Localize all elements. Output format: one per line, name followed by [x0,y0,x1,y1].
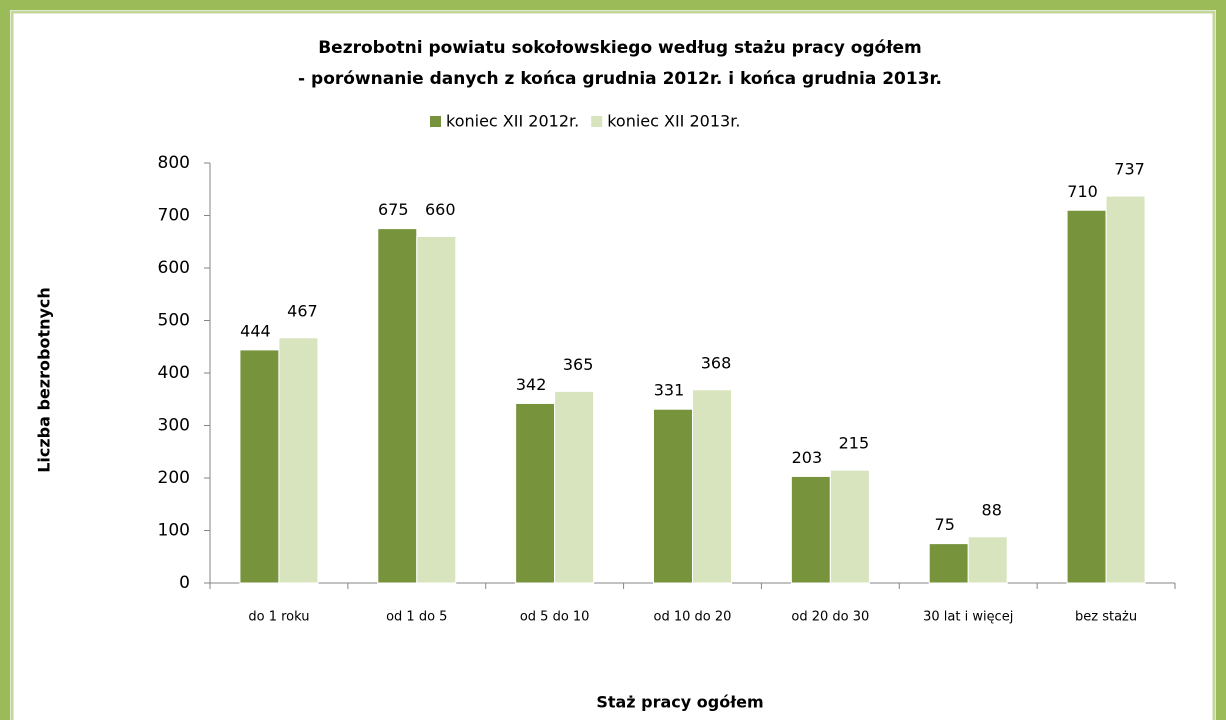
legend-label: koniec XII 2012r. [446,112,579,131]
bar [416,236,457,584]
data-label: 737 [1114,160,1145,179]
bar [790,475,831,584]
data-label: 710 [1067,182,1098,201]
x-tick-label: bez stażu [1075,610,1137,625]
data-label: 467 [287,301,318,320]
data-label: 215 [839,434,870,453]
y-tick-label: 600 [158,258,190,278]
legend-swatch [591,116,603,127]
data-label: 675 [378,200,409,219]
data-label: 88 [982,500,1002,519]
y-axis-label: Liczba bezrobotnych [35,287,54,473]
bar [928,543,969,584]
bar [278,337,319,584]
data-label: 203 [792,448,823,467]
bar [1105,195,1146,584]
bar [515,402,556,584]
y-tick-label: 100 [158,521,190,541]
bar [967,536,1008,584]
bar [554,390,595,584]
y-tick-label: 300 [158,416,190,436]
x-tick-label: od 5 do 10 [520,610,590,625]
x-axis-label: Staż pracy ogółem [596,693,763,712]
bar [692,389,732,584]
y-tick-label: 800 [158,153,190,173]
data-label: 660 [425,200,456,219]
x-tick-label: od 20 do 30 [791,610,869,625]
data-label: 75 [935,515,955,534]
chart-title: Bezrobotni powiatu sokołowskiego według … [318,38,922,58]
chart-subtitle: - porównanie danych z końca grudnia 2012… [298,69,942,89]
x-tick-label: od 1 do 5 [386,610,447,625]
y-tick-label: 0 [179,573,190,593]
data-label: 331 [654,381,685,400]
bar [829,469,870,584]
y-tick-label: 500 [158,311,190,331]
bar [653,408,693,584]
legend-label: koniec XII 2013r. [607,112,740,131]
y-tick-label: 700 [158,206,190,226]
y-tick-label: 200 [158,468,190,488]
x-tick-label: do 1 roku [248,610,309,625]
frame-inner [10,10,1216,720]
data-label: 342 [516,375,547,394]
y-tick-label: 400 [158,363,190,383]
x-tick-label: 30 lat i więcej [923,610,1013,625]
data-label: 368 [701,353,732,372]
bar [377,228,418,584]
bar [239,349,280,584]
data-label: 365 [563,355,594,374]
bar [1066,209,1107,584]
data-label: 444 [240,321,271,340]
legend-swatch [430,116,441,127]
x-tick-label: od 10 do 20 [654,610,732,625]
